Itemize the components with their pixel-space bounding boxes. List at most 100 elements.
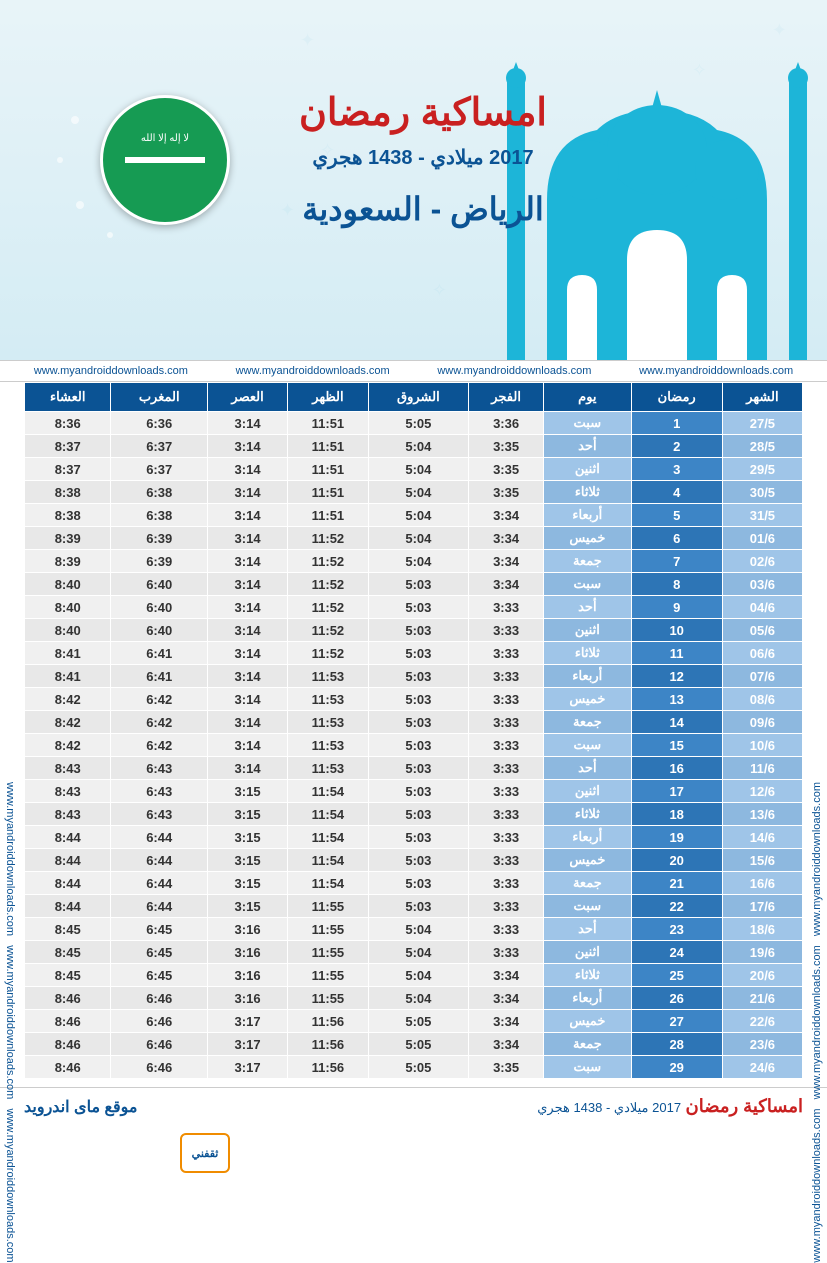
table-cell: 3 (631, 458, 722, 481)
table-cell: 2 (631, 435, 722, 458)
table-cell: 6:46 (111, 1033, 208, 1056)
table-cell: 8:39 (25, 527, 111, 550)
table-cell: 5:03 (368, 688, 468, 711)
table-cell: سبت (544, 412, 631, 435)
table-cell: 6:41 (111, 642, 208, 665)
table-cell: 30/5 (722, 481, 802, 504)
table-cell: 3:15 (208, 780, 288, 803)
table-cell: 11 (631, 642, 722, 665)
table-cell: 23 (631, 918, 722, 941)
table-cell: 8:37 (25, 435, 111, 458)
table-cell: 12/6 (722, 780, 802, 803)
table-cell: اثنين (544, 780, 631, 803)
table-row: 06/611ثلاثاء3:335:0311:523:146:418:41 (25, 642, 803, 665)
table-cell: 8:44 (25, 849, 111, 872)
table-cell: 3:33 (469, 688, 544, 711)
table-cell: 3:33 (469, 711, 544, 734)
table-cell: 6:38 (111, 481, 208, 504)
table-cell: جمعة (544, 872, 631, 895)
table-cell: 3:33 (469, 849, 544, 872)
table-cell: 5:03 (368, 619, 468, 642)
table-row: 15/620خميس3:335:0311:543:156:448:44 (25, 849, 803, 872)
table-cell: 6:42 (111, 688, 208, 711)
table-cell: 8:43 (25, 780, 111, 803)
table-cell: 3:33 (469, 642, 544, 665)
table-cell: 5:04 (368, 435, 468, 458)
table-cell: 11:54 (288, 826, 369, 849)
table-cell: 1 (631, 412, 722, 435)
url-text: www.myandroiddownloads.com (34, 365, 188, 377)
table-cell: 08/6 (722, 688, 802, 711)
table-row: 04/69أحد3:335:0311:523:146:408:40 (25, 596, 803, 619)
table-cell: 04/6 (722, 596, 802, 619)
table-cell: سبت (544, 1056, 631, 1079)
table-cell: 27 (631, 1010, 722, 1033)
table-cell: 09/6 (722, 711, 802, 734)
table-cell: 5:05 (368, 412, 468, 435)
table-row: 24/629سبت3:355:0511:563:176:468:46 (25, 1056, 803, 1079)
table-cell: 6:44 (111, 872, 208, 895)
table-cell: 3:14 (208, 458, 288, 481)
table-cell: سبت (544, 895, 631, 918)
table-cell: 6:40 (111, 573, 208, 596)
table-cell: 11:53 (288, 688, 369, 711)
table-cell: 06/6 (722, 642, 802, 665)
table-cell: 3:14 (208, 504, 288, 527)
table-row: 17/622سبت3:335:0311:553:156:448:44 (25, 895, 803, 918)
table-cell: 5:05 (368, 1033, 468, 1056)
table-cell: 3:33 (469, 918, 544, 941)
table-cell: 16/6 (722, 872, 802, 895)
table-cell: 3:33 (469, 665, 544, 688)
table-cell: 5:04 (368, 964, 468, 987)
table-cell: 5:03 (368, 596, 468, 619)
table-cell: 6:45 (111, 918, 208, 941)
table-cell: 11:56 (288, 1010, 369, 1033)
table-cell: 3:33 (469, 596, 544, 619)
table-cell: 5:03 (368, 872, 468, 895)
table-cell: 5:03 (368, 665, 468, 688)
table-cell: خميس (544, 527, 631, 550)
table-cell: 5:03 (368, 642, 468, 665)
table-cell: 6:45 (111, 964, 208, 987)
table-cell: 11:55 (288, 964, 369, 987)
table-cell: 5:05 (368, 1010, 468, 1033)
table-row: 12/617اثنين3:335:0311:543:156:438:43 (25, 780, 803, 803)
table-cell: 6:46 (111, 1010, 208, 1033)
saudi-flag-icon: لا إله إلا الله (100, 95, 230, 225)
table-cell: 7 (631, 550, 722, 573)
table-cell: 3:17 (208, 1056, 288, 1079)
table-cell: 05/6 (722, 619, 802, 642)
footer: امساكية رمضان 2017 ميلادي - 1438 هجري مو… (0, 1087, 827, 1125)
table-cell: 8:40 (25, 619, 111, 642)
table-cell: 11:55 (288, 895, 369, 918)
table-cell: 3:15 (208, 895, 288, 918)
table-cell: 6:44 (111, 849, 208, 872)
table-cell: 10/6 (722, 734, 802, 757)
table-cell: 8:44 (25, 895, 111, 918)
table-cell: 21/6 (722, 987, 802, 1010)
table-cell: أربعاء (544, 826, 631, 849)
table-cell: 5:03 (368, 826, 468, 849)
table-cell: 11:52 (288, 596, 369, 619)
table-cell: اثنين (544, 941, 631, 964)
table-cell: 3:14 (208, 665, 288, 688)
table-cell: 22/6 (722, 1010, 802, 1033)
table-cell: خميس (544, 849, 631, 872)
footer-title: امساكية رمضان (686, 1096, 803, 1116)
table-cell: جمعة (544, 711, 631, 734)
table-cell: 11:56 (288, 1056, 369, 1079)
side-url-right: www.myandroiddownloads.com www.myandroid… (811, 782, 823, 1263)
table-cell: 11:55 (288, 987, 369, 1010)
table-cell: 29/5 (722, 458, 802, 481)
table-cell: 6:42 (111, 734, 208, 757)
table-row: 07/612أربعاء3:335:0311:533:146:418:41 (25, 665, 803, 688)
column-header: رمضان (631, 383, 722, 412)
table-row: 28/52أحد3:355:0411:513:146:378:37 (25, 435, 803, 458)
table-cell: 18 (631, 803, 722, 826)
table-row: 27/51سبت3:365:0511:513:146:368:36 (25, 412, 803, 435)
table-cell: 3:15 (208, 803, 288, 826)
table-cell: 3:34 (469, 504, 544, 527)
table-cell: 11:56 (288, 1033, 369, 1056)
table-cell: 8:41 (25, 642, 111, 665)
table-cell: 19/6 (722, 941, 802, 964)
